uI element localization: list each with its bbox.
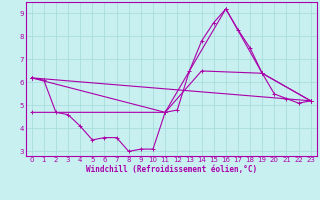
X-axis label: Windchill (Refroidissement éolien,°C): Windchill (Refroidissement éolien,°C): [86, 165, 257, 174]
